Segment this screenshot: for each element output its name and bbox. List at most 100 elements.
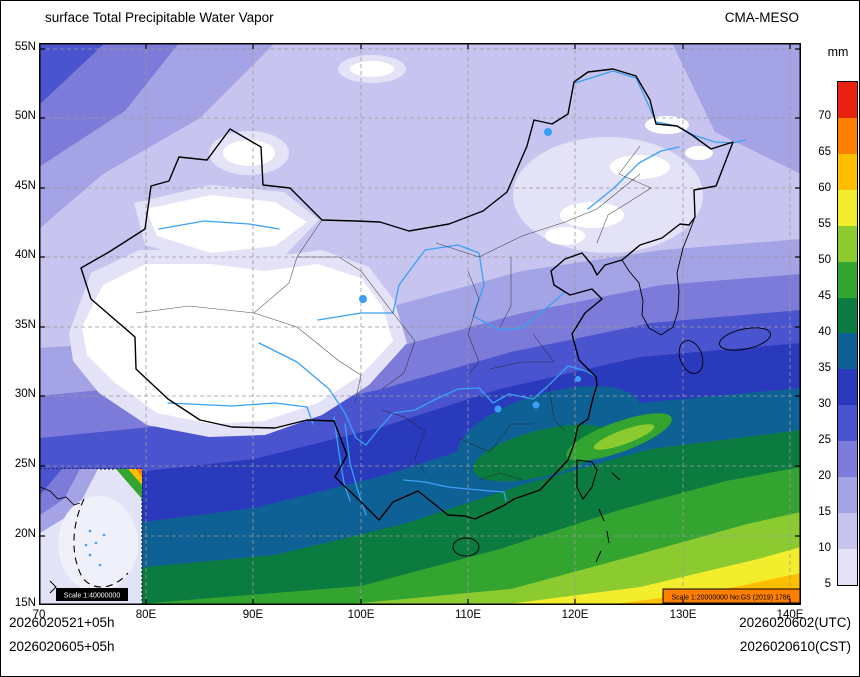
colorbar-level-label: 40 [818,325,831,338]
colorbar-level-label: 5 [824,577,831,590]
fill-ne-dry-5 [685,146,713,160]
colorbar-unit: mm [827,45,849,59]
brahmaputra-river [167,402,314,425]
dongting-lake [494,405,502,413]
colorbar-level-label: 25 [818,433,831,446]
inset-coast [39,486,81,506]
y-tick-30n: 30N [14,388,36,400]
korea-coast [621,216,696,336]
x-tick-140e: 140E [776,609,804,621]
taiwan-island [576,459,598,501]
fill-tibet-dry [82,264,393,424]
fill-mongolia-dry [350,61,394,77]
fill-northeast-fringe [513,137,703,253]
poyang-lake [532,401,540,409]
colorbar-labels: 5 10 15 20 25 30 35 40 45 50 55 60 65 70 [795,81,833,589]
valid-time-cst: 2026020610(CST) [739,639,851,654]
model-name: CMA-MESO [724,10,799,25]
colorbar-segment [838,117,857,154]
inset-islands [84,529,106,567]
neighbor-coastlines [452,216,771,557]
colorbar-segment [838,153,857,190]
south-china-sea-inset: Scale 1:40000000 [39,468,143,605]
fill-ne-dry-3 [545,227,585,245]
contour-fills [39,43,801,605]
x-tick-80e: 80E [135,609,157,621]
init-time-line1: 2026020521+05h [9,615,115,630]
tarim-river [158,220,280,230]
fill-ne-dry-2 [610,155,670,179]
colorbar-segment [838,513,857,549]
province-boundaries [135,145,652,481]
x-tick-130e: 130E [669,609,697,621]
inset-fill-60-65 [128,469,142,485]
init-time-line2: 2026020605+05h [9,639,115,654]
pearl-river [403,479,507,502]
colorbar-segment [838,477,857,514]
fill-nw-20-25 [39,43,179,167]
colorbar-segment [838,82,857,118]
hainan-island [452,537,480,557]
x-tick-100e: 100E [347,609,375,621]
x-tick-120e: 120E [561,609,589,621]
fill-altai-dry [223,140,275,166]
colorbar-level-label: 60 [818,182,831,195]
y-tick-55n: 55N [14,41,36,53]
inset-scale-label: Scale 1:40000000 [64,593,121,600]
fill-nw-25-30 [39,43,105,105]
dash-line-segments [595,472,621,563]
y-tick-20n: 20N [14,528,36,540]
colorbar-level-label: 50 [818,253,831,266]
y-tick-45n: 45N [14,180,36,192]
colorbar-level-label: 55 [818,217,831,230]
fill-ne-dry-1 [560,202,624,228]
taihu-lake [575,376,581,382]
hulun-lake [544,128,552,136]
inset-fill-65-70 [136,469,142,477]
colorbar-segment [838,548,857,585]
map-frame-border [39,43,801,605]
colorbar-segment [838,297,857,334]
inset-nine-dash-line [73,498,129,588]
fill-blob-40-45 [472,424,614,482]
colorbar-segment [838,225,857,262]
colorbar-segments [837,81,858,586]
colorbar-segment [838,261,857,298]
colorbar-level-label: 65 [818,146,831,159]
inset-scale-badge [56,588,128,601]
fill-tarim-dry [146,195,307,253]
qinghai-lake [359,295,367,303]
y-tick-35n: 35N [14,319,36,331]
colorbar-segment [838,333,857,370]
colorbar-level-label: 45 [818,289,831,302]
colorbar-segment [838,189,857,226]
inset-fill-25-30 [40,469,62,495]
colorbar-segment [838,369,857,406]
colorbar-segment [838,441,857,478]
inset-arrow [49,580,57,594]
y-tick-25n: 25N [14,458,36,470]
page-title: surface Total Precipitable Water Vapor [45,10,274,25]
colorbar-level-label: 15 [818,505,831,518]
fill-ne-15-20 [672,43,801,174]
valid-time-utc: 2026020602(UTC) [739,615,851,630]
precipitable-water-map: Scale 1:40000000 Scale 1:20000000 No:GS … [39,43,801,605]
colorbar-segment [838,405,857,442]
y-tick-15n: 15N [14,597,36,609]
amur-river [574,70,746,144]
colorbar-level-label: 10 [818,541,831,554]
colorbar-level-label: 30 [818,397,831,410]
songhua-river [587,146,680,210]
map-canvas: Scale 1:40000000 Scale 1:20000000 No:GS … [39,43,801,605]
y-tick-40n: 40N [14,249,36,261]
china-border [80,68,734,521]
colorbar-level-label: 70 [818,110,831,123]
y-tick-50n: 50N [14,110,36,122]
honshu-island [719,327,771,351]
fill-streak-50-55 [593,424,655,450]
colorbar-level-label: 20 [818,469,831,482]
salween-river [333,416,351,502]
map-scale-label: Scale 1:20000000 No:GS (2019) 1786 [671,595,790,602]
kyushu-island [678,340,704,374]
